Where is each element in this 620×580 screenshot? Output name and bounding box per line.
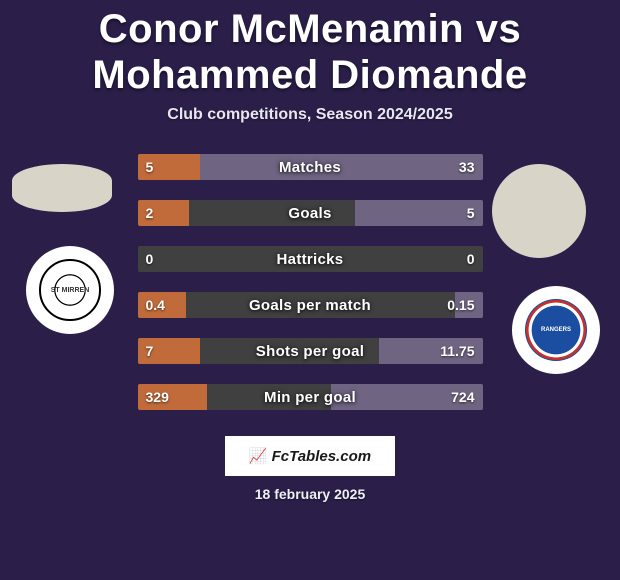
stat-label: Min per goal [138, 384, 483, 410]
footer-brand-icon: 📈 [249, 447, 268, 465]
club-badge-left-inner: ST MIRREN [39, 259, 101, 321]
footer-brand-text: FcTables.com [272, 448, 371, 465]
footer-brand-box: 📈 FcTables.com [225, 436, 395, 476]
stat-label: Goals per match [138, 292, 483, 318]
stat-row: 533Matches [138, 154, 483, 180]
club-badge-right-text: RANGERS [541, 327, 571, 333]
stat-row: 711.75Shots per goal [138, 338, 483, 364]
club-badge-left-text: ST MIRREN [51, 287, 90, 294]
stat-label: Shots per goal [138, 338, 483, 364]
stat-row: 0.40.15Goals per match [138, 292, 483, 318]
stat-label: Matches [138, 154, 483, 180]
page-title: Conor McMenamin vs Mohammed Diomande [0, 0, 620, 106]
stat-row: 25Goals [138, 200, 483, 226]
page-subtitle: Club competitions, Season 2024/2025 [0, 106, 620, 124]
club-badge-right: RANGERS [512, 286, 600, 374]
footer-date: 18 february 2025 [0, 486, 620, 502]
player-left-photo [12, 164, 112, 212]
stat-label: Hattricks [138, 246, 483, 272]
stat-row: 329724Min per goal [138, 384, 483, 410]
club-badge-left: ST MIRREN [26, 246, 114, 334]
club-badge-right-inner: RANGERS [525, 299, 587, 361]
stat-bars: 533Matches 25Goals 00Hattricks 0.40.15Goals… [138, 142, 483, 410]
player-right-photo [492, 164, 586, 258]
stat-label: Goals [138, 200, 483, 226]
stat-row: 00Hattricks [138, 246, 483, 272]
stats-area: ST MIRREN RANGERS 533Matches 25Goals 00Hat… [0, 142, 620, 410]
